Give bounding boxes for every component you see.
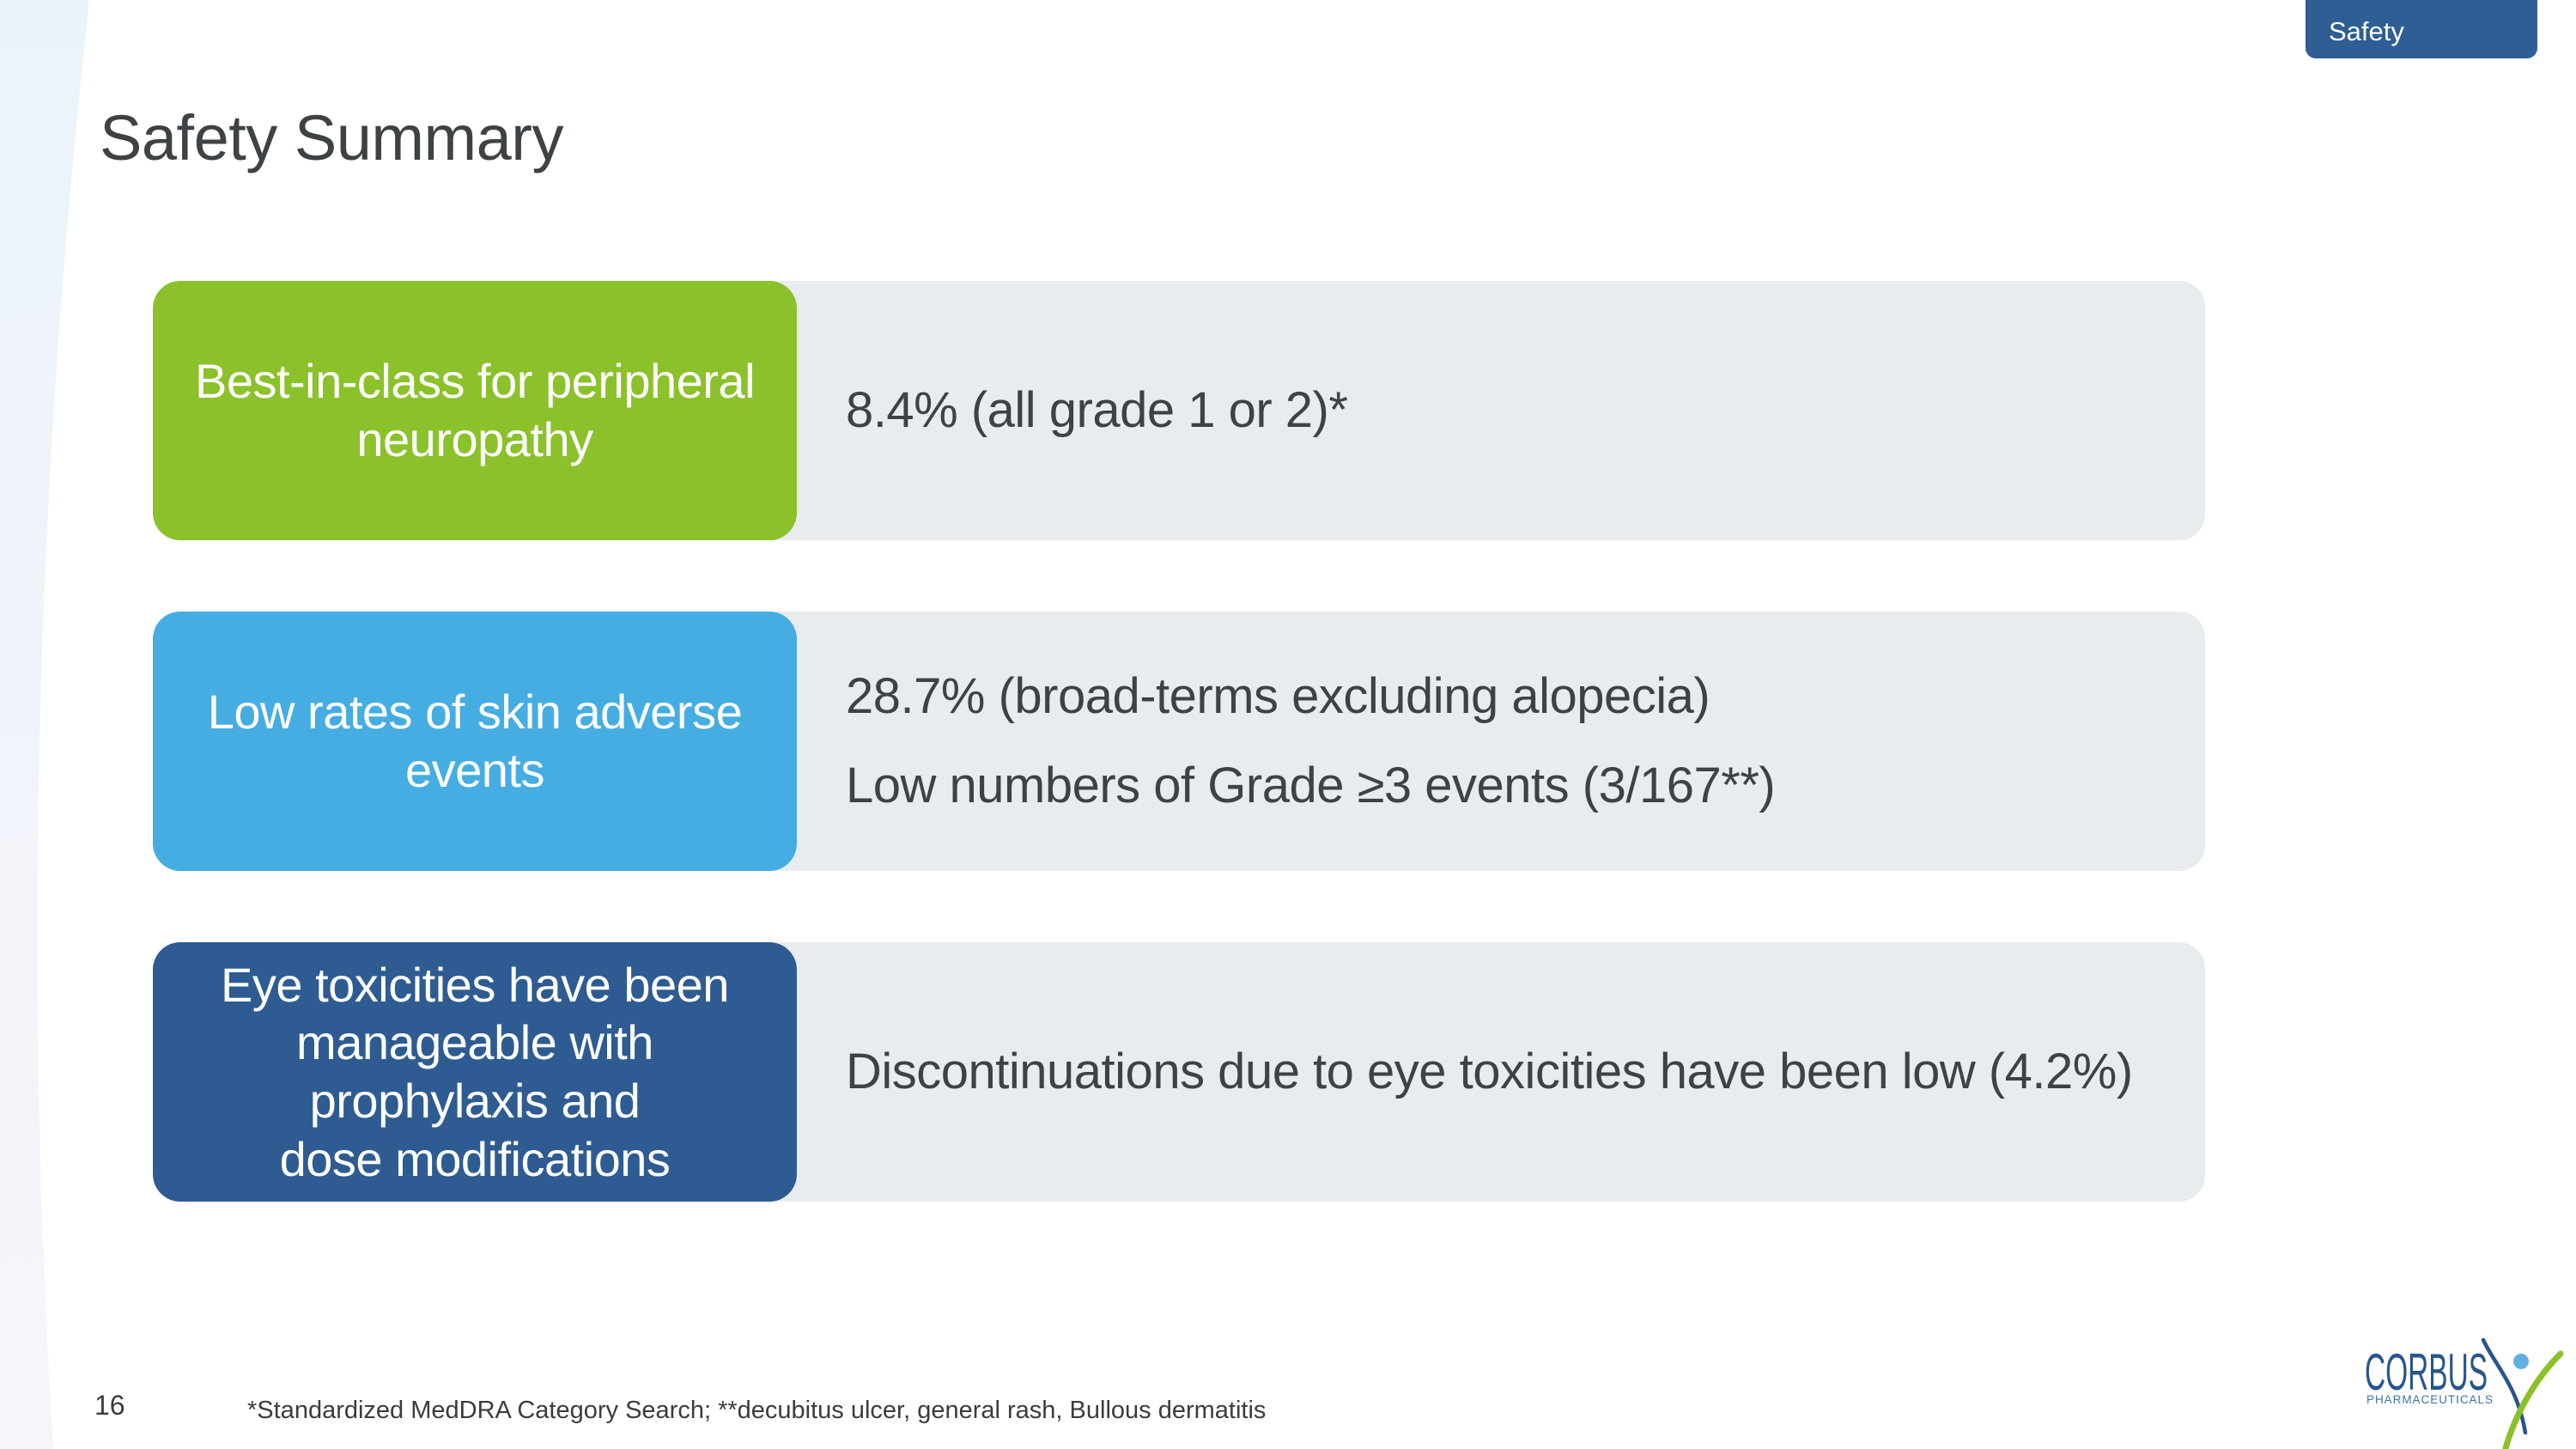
detail-text: 8.4% (all grade 1 or 2)* <box>846 382 1348 439</box>
category-line: events <box>405 743 545 797</box>
section-tab-label: Safety <box>2329 16 2404 46</box>
summary-row-eye-toxicities: Discontinuations due to eye toxicities h… <box>153 942 2205 1202</box>
summary-row-skin-adverse-events: 28.7% (broad-terms excluding alopecia) L… <box>153 612 2205 871</box>
summary-row-peripheral-neuropathy: 8.4% (all grade 1 or 2)* Best-in-class f… <box>153 281 2205 540</box>
category-box-skin-adverse-events: Low rates of skin adverse events <box>153 612 797 871</box>
page-title: Safety Summary <box>100 102 563 174</box>
category-line: Best-in-class for peripheral <box>194 354 756 409</box>
logo-brand-text: CORBUS <box>2365 1343 2488 1401</box>
footnote: *Standardized MedDRA Category Search; **… <box>247 1397 1267 1424</box>
category-box-eye-toxicities: Eye toxicities have been manageable with… <box>153 942 797 1202</box>
category-line: neuropathy <box>356 412 593 466</box>
category-line: Eye toxicities have been <box>221 957 729 1012</box>
category-line: manageable with <box>296 1015 653 1070</box>
category-box-peripheral-neuropathy: Best-in-class for peripheral neuropathy <box>153 281 797 540</box>
detail-text: Low numbers of Grade ≥3 events (3/167**) <box>846 758 1776 813</box>
logo-tagline-text: PHARMACEUTICALS <box>2366 1393 2493 1406</box>
logo-figure-icon <box>2481 1337 2564 1449</box>
detail-text: 28.7% (broad-terms excluding alopecia) <box>846 668 1710 725</box>
category-line: prophylaxis and <box>309 1074 641 1128</box>
left-curve-decoration <box>0 0 89 1449</box>
category-line: Low rates of skin adverse <box>207 685 743 740</box>
page-number: 16 <box>94 1390 125 1421</box>
corbus-pharmaceuticals-logo: CORBUS PHARMACEUTICALS <box>2365 1337 2564 1449</box>
detail-text: Discontinuations due to eye toxicities h… <box>846 1044 2133 1100</box>
section-tab-safety[interactable]: Safety <box>2306 0 2537 58</box>
category-line: dose modifications <box>279 1131 671 1186</box>
